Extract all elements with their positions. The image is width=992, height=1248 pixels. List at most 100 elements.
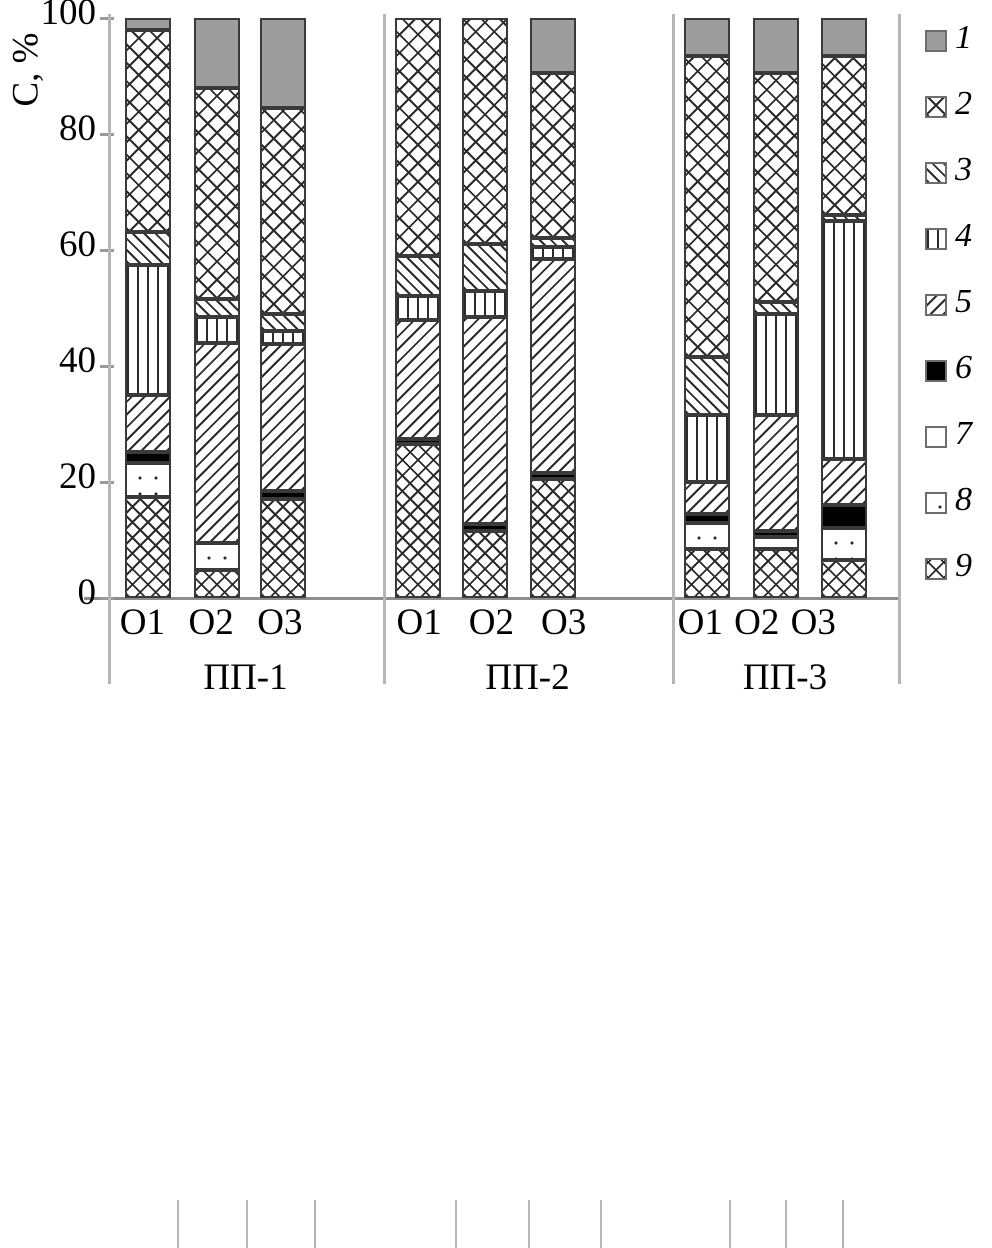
bar-segment-5 xyxy=(125,395,171,452)
bar-segment-9 xyxy=(194,570,240,598)
bar-segment-9 xyxy=(462,530,508,598)
x-cell-divider xyxy=(841,1200,844,1248)
x-group-label: ПП-2 xyxy=(485,657,570,698)
legend-label: 2 xyxy=(955,85,972,122)
bar-segment-5 xyxy=(194,342,240,543)
y-tick-mark xyxy=(100,249,114,252)
bar-segment-5 xyxy=(684,482,730,514)
legend-swatch-icon xyxy=(925,294,947,316)
bar-segment-5 xyxy=(753,415,799,532)
stacked-bar xyxy=(684,18,730,598)
x-cell-divider xyxy=(245,1200,248,1248)
bar-segment-6 xyxy=(260,490,306,499)
bar-segment-2 xyxy=(260,107,306,314)
bar-segment-6 xyxy=(530,473,576,480)
bar-segment-6 xyxy=(125,451,171,463)
bar-segment-9 xyxy=(260,498,306,598)
bar-segment-4 xyxy=(530,247,576,259)
x-category-label: O2 xyxy=(188,602,234,643)
legend-label: 7 xyxy=(955,415,972,452)
bar-segment-4 xyxy=(753,313,799,416)
group-separator xyxy=(672,14,675,684)
x-cell-divider xyxy=(599,1200,602,1248)
bar-segment-2 xyxy=(684,55,730,358)
legend-label: 8 xyxy=(955,481,972,518)
bar-segment-9 xyxy=(821,560,867,598)
bar-segment-2 xyxy=(753,73,799,303)
legend-item[interactable]: 9 xyxy=(925,547,991,584)
bar-segment-1 xyxy=(260,18,306,108)
legend-item[interactable]: 4 xyxy=(925,217,991,254)
x-category-label: O1 xyxy=(677,602,723,643)
stacked-bar xyxy=(530,18,576,598)
bar-segment-2 xyxy=(530,73,576,239)
bar-segment-2 xyxy=(395,18,441,256)
stacked-bar xyxy=(821,18,867,598)
bar-segment-9 xyxy=(684,548,730,598)
y-tick-mark xyxy=(100,365,114,368)
stacked-bar xyxy=(125,18,171,598)
legend-item[interactable]: 1 xyxy=(925,21,991,56)
stacked-bar xyxy=(395,18,441,598)
bar-segment-2 xyxy=(821,55,867,216)
bar-segment-6 xyxy=(753,531,799,538)
y-tick-mark xyxy=(100,17,114,20)
bar-segment-9 xyxy=(125,497,171,598)
bar-segment-3 xyxy=(125,232,171,266)
stacked-bar xyxy=(462,18,508,598)
legend-swatch-icon xyxy=(925,228,947,250)
bar-segment-4 xyxy=(395,296,441,320)
x-group-label: ПП-1 xyxy=(203,657,288,698)
legend-item[interactable]: 2 xyxy=(925,85,991,122)
bar-segment-9 xyxy=(530,479,576,598)
bar-segment-9 xyxy=(395,444,441,598)
bar-segment-8 xyxy=(194,542,240,571)
bar-segment-4 xyxy=(462,290,508,317)
bar-segment-3 xyxy=(530,238,576,248)
x-category-label: O2 xyxy=(734,602,780,643)
legend-swatch-icon xyxy=(925,558,947,580)
y-tick-mark xyxy=(100,481,114,484)
y-tick-label: 20 xyxy=(59,456,96,497)
legend-item[interactable]: 7 xyxy=(925,415,991,452)
bar-segment-2 xyxy=(125,29,171,233)
bar-segment-3 xyxy=(462,244,508,291)
legend-swatch-icon xyxy=(925,162,947,184)
bar-segment-8 xyxy=(684,522,730,549)
bar-segment-6 xyxy=(684,513,730,523)
legend-item[interactable]: 3 xyxy=(925,153,991,188)
chart-root: C, % 0 20 40 60 80 100 O1 O2 O3 O1 O2 O3 O1 O2 O3 ПП-… xyxy=(6,0,991,1248)
bar-segment-3 xyxy=(260,313,306,332)
y-tick-mark xyxy=(100,133,114,136)
x-category-label: O2 xyxy=(468,602,514,643)
bar-segment-1 xyxy=(821,18,867,56)
bar-segment-3 xyxy=(821,215,867,221)
x-cell-divider xyxy=(314,1200,317,1248)
legend-swatch-icon xyxy=(925,360,947,382)
x-category-label: O3 xyxy=(790,602,836,643)
legend-item[interactable]: 5 xyxy=(925,285,991,320)
legend-label: 4 xyxy=(955,217,972,254)
legend-item[interactable]: 8 xyxy=(925,481,991,518)
y-tick-label: 60 xyxy=(59,224,96,265)
group-separator xyxy=(108,14,111,684)
legend-label: 9 xyxy=(955,547,972,584)
bar-segment-4 xyxy=(194,316,240,343)
legend-item[interactable]: 6 xyxy=(925,351,991,386)
y-tick-label: 80 xyxy=(59,108,96,149)
legend: 1 2 3 4 5 6 7 8 9 xyxy=(925,14,991,599)
bar-area xyxy=(108,18,898,598)
legend-swatch-icon xyxy=(925,96,947,118)
bar-segment-3 xyxy=(395,255,441,297)
bar-segment-2 xyxy=(462,18,508,245)
x-cell-divider xyxy=(728,1200,731,1248)
bar-segment-5 xyxy=(260,343,306,491)
bar-segment-6 xyxy=(462,523,508,531)
bar-segment-5 xyxy=(395,319,441,439)
bar-segment-1 xyxy=(125,18,171,30)
x-cell-divider xyxy=(527,1200,530,1248)
bar-segment-4 xyxy=(125,265,171,395)
x-cell-divider xyxy=(785,1200,787,1248)
legend-swatch-icon xyxy=(925,30,947,52)
bar-segment-1 xyxy=(753,18,799,74)
